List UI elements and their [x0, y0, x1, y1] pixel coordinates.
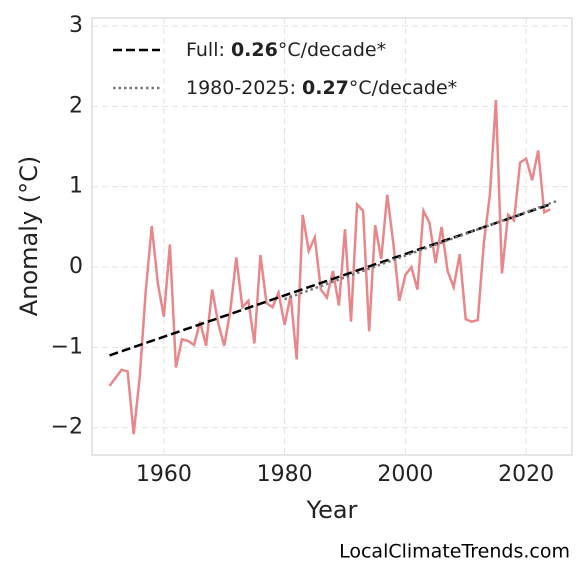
y-tick-label: −1 — [51, 334, 83, 359]
x-tick-label: 2000 — [377, 462, 433, 487]
y-tick-label: 0 — [69, 254, 83, 279]
data-line — [108, 99, 551, 435]
legend-suffix: °C/decade* — [278, 39, 386, 61]
legend-prefix: Full: — [186, 39, 231, 61]
legend-prefix: 1980-2025: — [186, 77, 302, 99]
y-axis-label: Anomaly (°C) — [15, 156, 43, 316]
legend-label: Full: 0.26°C/decade* — [186, 39, 386, 61]
plot-frame — [91, 17, 573, 456]
source: LocalClimateTrends.com — [339, 541, 570, 563]
x-tick-label: 1980 — [257, 462, 313, 487]
y-tick-label: −2 — [51, 415, 83, 440]
trend-line — [284, 199, 557, 301]
x-tick-label: 1960 — [136, 462, 192, 487]
x-tick-label: 2020 — [498, 462, 554, 487]
y-tick-label: 2 — [69, 93, 83, 118]
legend-rate: 0.27 — [302, 77, 349, 99]
legend-suffix: °C/decade* — [349, 77, 457, 99]
legend-label: 1980-2025: 0.27°C/decade* — [186, 77, 457, 99]
legend-rate: 0.26 — [231, 39, 278, 61]
x-axis-label: Year — [306, 496, 358, 524]
y-tick-label: 3 — [69, 13, 83, 38]
y-tick-label: 1 — [69, 174, 83, 199]
